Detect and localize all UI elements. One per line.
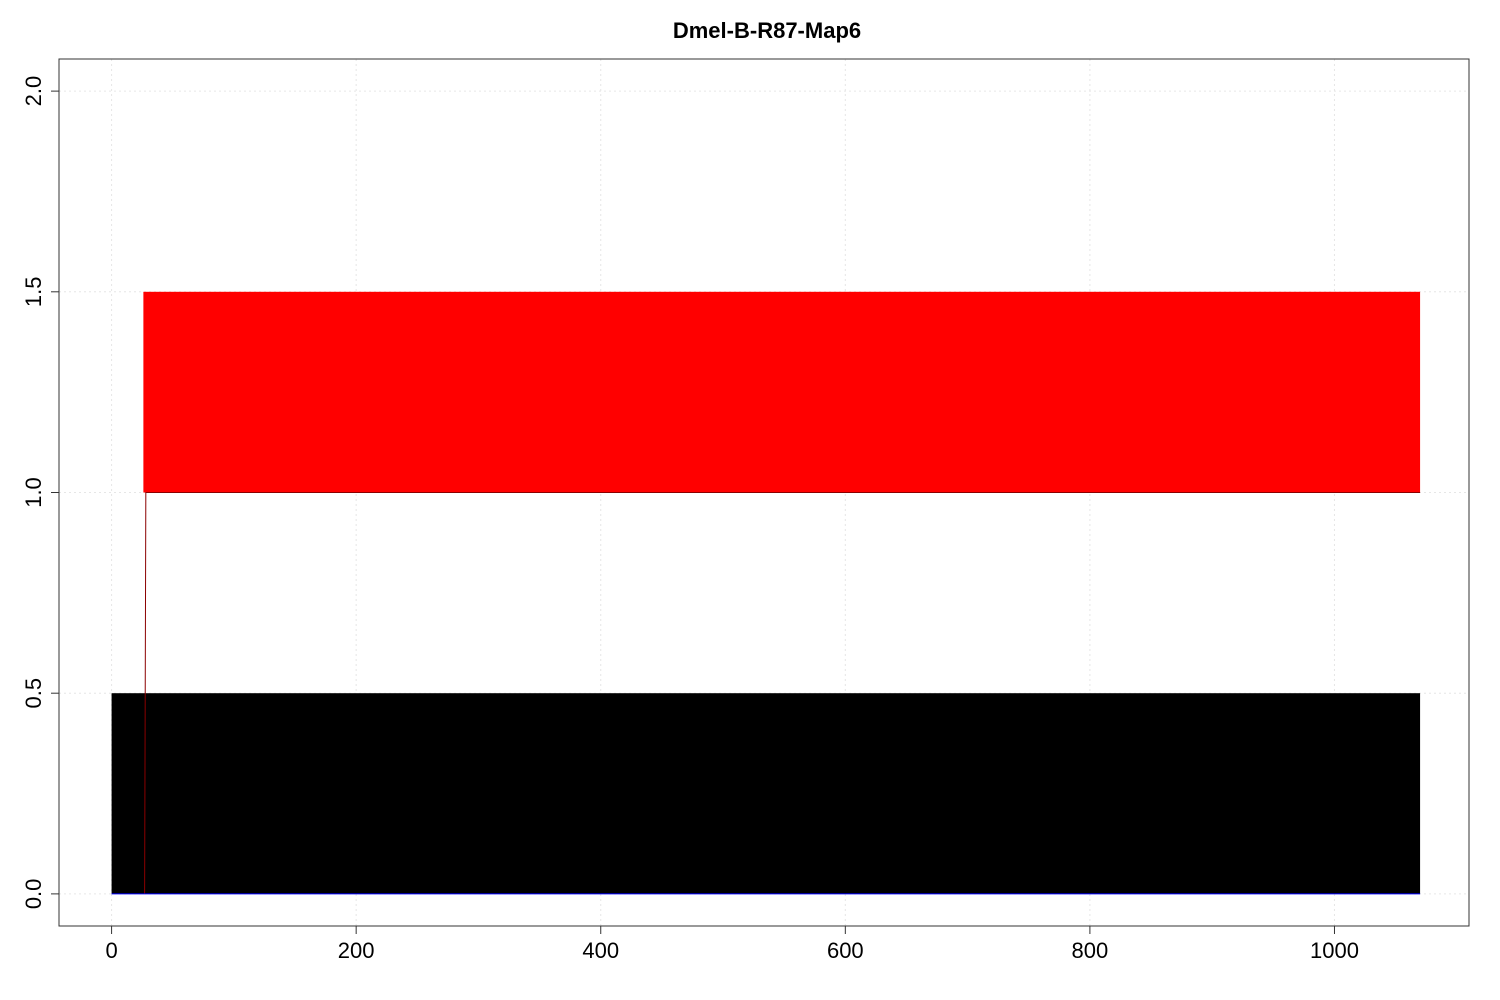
x-tick-label-1: 200 [338,938,375,963]
y-tick-label-0: 0.0 [21,879,46,910]
chart-title: Dmel-B-R87-Map6 [673,18,861,43]
y-tick-label-4: 2.0 [21,76,46,107]
band-0 [111,693,1421,894]
data-bands [111,291,1421,894]
y-tick-label-1: 0.5 [21,678,46,709]
y-tick-label-2: 1.0 [21,477,46,508]
y-tick-label-3: 1.5 [21,277,46,308]
x-axis: 0 200 400 600 800 1000 [105,926,1359,963]
y-axis: 0.0 0.5 1.0 1.5 2.0 [21,76,59,909]
band-1 [143,291,1421,493]
x-tick-label-0: 0 [105,938,117,963]
x-tick-label-2: 400 [582,938,619,963]
x-tick-label-3: 600 [827,938,864,963]
x-tick-label-5: 1000 [1310,938,1359,963]
series-line-0 [144,492,1421,894]
x-tick-label-4: 800 [1072,938,1109,963]
data-lines [111,492,1421,895]
